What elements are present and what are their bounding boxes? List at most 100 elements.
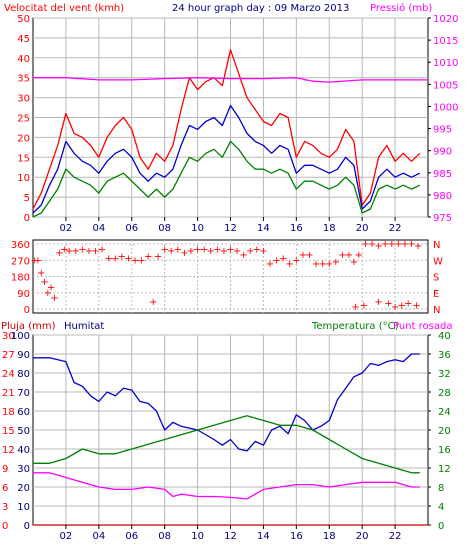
pluja-tick-label: 21 <box>2 388 15 399</box>
direction-point: + <box>180 248 188 259</box>
wind-axis-label: Velocitat del vent (kmh) <box>4 3 124 14</box>
direction-point: + <box>388 239 396 250</box>
pressure-tick-label: 990 <box>433 147 452 158</box>
direction-point: + <box>111 253 119 264</box>
pressure-tick-label: 1020 <box>433 14 458 25</box>
direction-point: + <box>404 299 412 310</box>
x-tick-label: 16 <box>290 531 303 542</box>
direction-tick-label: 180 <box>11 273 30 284</box>
humidity-x-axis: 02 04 06 08 10 12 14 16 18 20 22 <box>60 525 401 542</box>
direction-point: + <box>200 244 208 255</box>
direction-point: + <box>55 248 63 259</box>
pressure-tick-label: 1015 <box>433 36 458 47</box>
direction-point: + <box>144 252 152 263</box>
x-tick-label: 12 <box>224 531 237 542</box>
direction-point: + <box>154 252 162 263</box>
pressure-tick-label: 985 <box>433 169 452 180</box>
pressure-tick-label: 975 <box>433 213 452 224</box>
wind-tick-label: 45 <box>17 34 30 45</box>
direction-point: + <box>239 250 247 261</box>
direction-left-axis: 0 90 180 270 360 <box>11 240 30 316</box>
direction-point: + <box>213 244 221 255</box>
wind-tick-label: 35 <box>17 74 30 85</box>
direction-point: + <box>124 253 132 264</box>
temperature-tick-label: 8 <box>438 483 444 494</box>
pluja-tick-label: 24 <box>2 369 15 380</box>
direction-point: + <box>34 255 42 266</box>
wind-avg-line <box>32 104 421 214</box>
chart-title: 24 hour graph day : 09 Marzo 2013 <box>172 3 349 14</box>
pluja-tick-label: 27 <box>2 350 15 361</box>
direction-point: + <box>85 246 93 257</box>
direction-point: + <box>98 244 106 255</box>
direction-point: + <box>374 297 382 308</box>
humitat-tick-label: 50 <box>17 426 30 437</box>
direction-point: + <box>325 259 333 270</box>
direction-point: + <box>44 288 52 299</box>
compass-label: N <box>433 240 440 251</box>
direction-point: + <box>360 300 368 311</box>
direction-point: + <box>338 250 346 261</box>
humitat-tick-label: 30 <box>17 464 30 475</box>
wind-grid <box>33 17 428 218</box>
pressure-line <box>33 77 428 83</box>
direction-point: + <box>397 300 405 311</box>
direction-tick-label: 270 <box>11 256 30 267</box>
x-tick-label: 02 <box>60 223 73 234</box>
direction-point: + <box>414 241 422 252</box>
direction-point: + <box>272 255 280 266</box>
pluja-tick-label: 6 <box>2 483 8 494</box>
humidity-line <box>33 353 420 452</box>
pluja-tick-label: 12 <box>2 445 15 456</box>
x-tick-label: 10 <box>191 531 204 542</box>
humitat-tick-label: 80 <box>17 369 30 380</box>
compass-label: S <box>433 273 439 284</box>
wind-tick-label: 30 <box>17 94 30 105</box>
temperature-tick-label: 16 <box>438 445 451 456</box>
direction-point: + <box>193 244 201 255</box>
wind-gust-line <box>32 49 421 210</box>
temperature-tick-label: 32 <box>438 369 451 380</box>
direction-point: + <box>312 259 320 270</box>
pressure-right-axis: 975 980 985 990 995 1000 1005 1010 1015 1020 <box>428 14 458 224</box>
direction-point: + <box>118 252 126 263</box>
wind-series <box>32 49 428 218</box>
direction-point: + <box>72 246 80 257</box>
direction-point: + <box>299 250 307 261</box>
pluja-tick-label: 9 <box>2 464 8 475</box>
humitat-tick-label: 90 <box>17 350 30 361</box>
direction-point: + <box>187 246 195 257</box>
pluja-label: Pluja (mm) <box>1 321 56 332</box>
direction-point: + <box>345 250 353 261</box>
direction-point: + <box>149 297 157 308</box>
wind-tick-label: 50 <box>17 14 30 25</box>
x-tick-label: 20 <box>356 223 369 234</box>
pluja-tick-label: 15 <box>2 426 15 437</box>
direction-point: + <box>174 244 182 255</box>
temperature-tick-label: 36 <box>438 350 451 361</box>
direction-point: + <box>286 259 294 270</box>
pressure-tick-label: 980 <box>433 191 452 202</box>
direction-point: + <box>412 300 420 311</box>
humitat-tick-label: 10 <box>17 502 30 513</box>
humitat-tick-label: 60 <box>17 407 30 418</box>
x-tick-label: 04 <box>92 223 105 234</box>
humitat-tick-label: 70 <box>17 388 30 399</box>
humitat-tick-label: 40 <box>17 445 30 456</box>
direction-point: + <box>305 250 313 261</box>
temperatura-label: Temperatura (°C) <box>311 321 399 332</box>
direction-point: + <box>91 246 99 257</box>
direction-point: + <box>131 255 139 266</box>
wind-x-axis: 02 04 06 08 10 12 14 16 18 20 22 <box>60 217 401 234</box>
direction-point: + <box>266 259 274 270</box>
compass-label: W <box>433 256 443 267</box>
direction-point: + <box>167 246 175 257</box>
x-tick-label: 04 <box>92 531 105 542</box>
direction-point: + <box>50 293 58 304</box>
temperature-tick-label: 40 <box>438 331 451 342</box>
direction-point: + <box>401 239 409 250</box>
